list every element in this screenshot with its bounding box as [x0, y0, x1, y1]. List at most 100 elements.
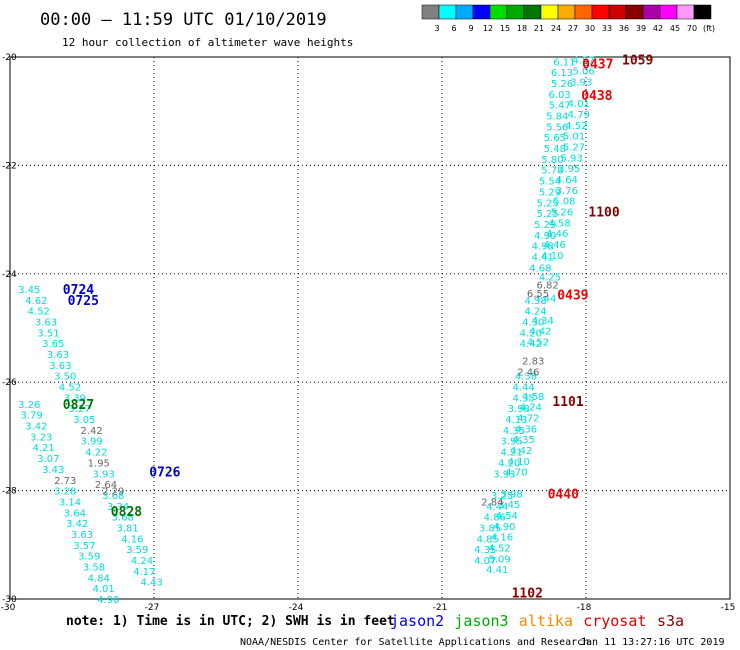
wave-height-point: 4.13 — [505, 415, 527, 426]
wave-height-point: 4.79 — [568, 110, 590, 121]
color-swatch — [659, 4, 678, 20]
wave-height-point: 4.21 — [32, 443, 54, 454]
wave-height-point: 4.10 — [508, 457, 530, 468]
wave-height-point: 4.58 — [522, 392, 544, 403]
wave-height-point: 4.64 — [556, 175, 578, 186]
y-tick-label: -26 — [2, 378, 17, 388]
wave-height-point: 5.29 — [534, 220, 556, 231]
color-swatch — [455, 4, 474, 20]
wave-height-point: 4.01 — [568, 99, 590, 110]
x-tick-label: -21 — [433, 603, 448, 613]
satellite-legend-jason2: jason2 — [390, 612, 444, 630]
color-swatch — [642, 4, 661, 20]
wave-height-point: 2.64 — [95, 480, 117, 491]
wave-height-point: 4.42 — [520, 339, 542, 350]
y-tick-label: -22 — [2, 161, 17, 171]
wave-height-point: 4.30 — [522, 317, 544, 328]
wave-height-point: 4.90 — [493, 522, 515, 533]
satellite-legend-jason3: jason3 — [454, 612, 508, 630]
wave-height-point: 6.11 — [553, 57, 575, 68]
wave-height-point: 3.95 — [500, 437, 522, 448]
wave-height-point: 4.98 — [532, 242, 554, 253]
color-swatch — [608, 4, 627, 20]
color-scale-label: 33 — [602, 24, 612, 33]
pass-time-label: 0439 — [557, 288, 588, 303]
color-scale-label: 30 — [585, 24, 595, 33]
wave-height-point: 4.07 — [474, 556, 496, 567]
wave-height-point: 3.26 — [18, 400, 40, 411]
pass-time-label: 1059 — [622, 54, 653, 69]
wave-height-point: 5.09 — [488, 554, 510, 565]
wave-height-point: 4.20 — [520, 328, 542, 339]
wave-height-point: 4.43 — [140, 578, 162, 589]
wave-height-point: 3.63 — [47, 350, 69, 361]
color-scale-label: 70 — [687, 24, 697, 33]
wave-height-point: 3.63 — [49, 361, 71, 372]
wave-height-point: 5.26 — [551, 79, 573, 90]
wave-height-point: 4.35 — [512, 435, 534, 446]
pass-time-label: 0440 — [548, 487, 579, 502]
footer-timestamp: Jan 11 13:27:16 UTC 2019 — [580, 637, 725, 648]
pass-time-label: 0725 — [68, 294, 99, 309]
wave-height-point: 3.42 — [66, 519, 88, 530]
wave-height-point: 5.80 — [541, 155, 563, 166]
wave-height-point: 4.17 — [133, 567, 155, 578]
wave-height-point: 4.52 — [488, 544, 510, 555]
wave-height-point: 2.83 — [522, 357, 544, 368]
wave-height-point: 3.45 — [18, 285, 40, 296]
wave-height-point: 4.36 — [515, 424, 537, 435]
wave-height-point: 3.42 — [25, 422, 47, 433]
wave-height-point: 4.10 — [541, 251, 563, 262]
wave-height-point: 5.08 — [553, 197, 575, 208]
wave-height-point: 4.44 — [534, 294, 556, 305]
color-swatch — [421, 4, 440, 20]
satellite-legend-s3a: s3a — [657, 612, 684, 630]
wave-height-point: 3.51 — [37, 328, 59, 339]
x-tick-label: -15 — [721, 603, 736, 613]
x-tick-label: -24 — [289, 603, 304, 613]
wave-height-point: 4.68 — [529, 263, 551, 274]
wave-height-point: 3.68 — [102, 491, 124, 502]
wave-height-point: 4.62 — [25, 296, 47, 307]
pass-time-label: 0726 — [149, 466, 180, 481]
wave-height-point: 3.79 — [20, 411, 42, 422]
wave-height-point: 4.86 — [484, 513, 506, 524]
pass-time-label: 0827 — [63, 398, 94, 413]
color-scale-label: 21 — [534, 24, 544, 33]
wave-height-point: 4.70 — [505, 468, 527, 479]
pass-time-label: 0828 — [111, 505, 142, 520]
wave-height-point: 5.54 — [539, 177, 561, 188]
color-scale-label: 6 — [451, 24, 456, 33]
data-points: 3.454.624.523.633.513.653.633.633.504.52… — [18, 56, 595, 606]
wave-height-point: 2.46 — [517, 367, 539, 378]
wave-height-point: 4.90 — [97, 595, 119, 606]
satellite-legend-altika: altika — [519, 612, 573, 630]
color-scale-label: 42 — [653, 24, 663, 33]
wave-height-point: 4.21 — [500, 448, 522, 459]
wave-height-point: 3.81 — [116, 523, 138, 534]
wave-height-point: 4.84 — [88, 573, 110, 584]
color-swatch — [506, 4, 525, 20]
wave-height-point: 4.52 — [565, 121, 587, 132]
wave-height-point: 3.59 — [78, 552, 100, 563]
pass-time-label: 1101 — [552, 395, 583, 410]
wave-height-point: 3.14 — [59, 497, 81, 508]
wave-height-point: 4.85 — [476, 534, 498, 545]
wave-height-point: 5.47 — [548, 101, 570, 112]
wave-height-point: 3.93 — [570, 77, 592, 88]
wave-height-point: 4.58 — [548, 218, 570, 229]
wave-height-point: 5.01 — [563, 132, 585, 143]
wave-height-point: 3.98 — [508, 404, 530, 415]
wave-height-point: 3.39 — [64, 393, 86, 404]
chart-subtitle: 12 hour collection of altimeter wave hei… — [62, 36, 353, 49]
wave-height-point: 5.27 — [563, 142, 585, 153]
color-scale-label: 3 — [434, 24, 439, 33]
color-swatch — [540, 4, 559, 20]
pass-time-label: 0437 — [582, 58, 613, 73]
wave-height-point: 4.52 — [527, 338, 549, 349]
wave-height-point: 4.44 — [486, 502, 508, 513]
wave-height-point: 6.13 — [551, 68, 573, 79]
wave-height-point: 4.35 — [503, 426, 525, 437]
wave-height-point: 5.78 — [541, 166, 563, 177]
x-tick-label: -18 — [577, 603, 592, 613]
